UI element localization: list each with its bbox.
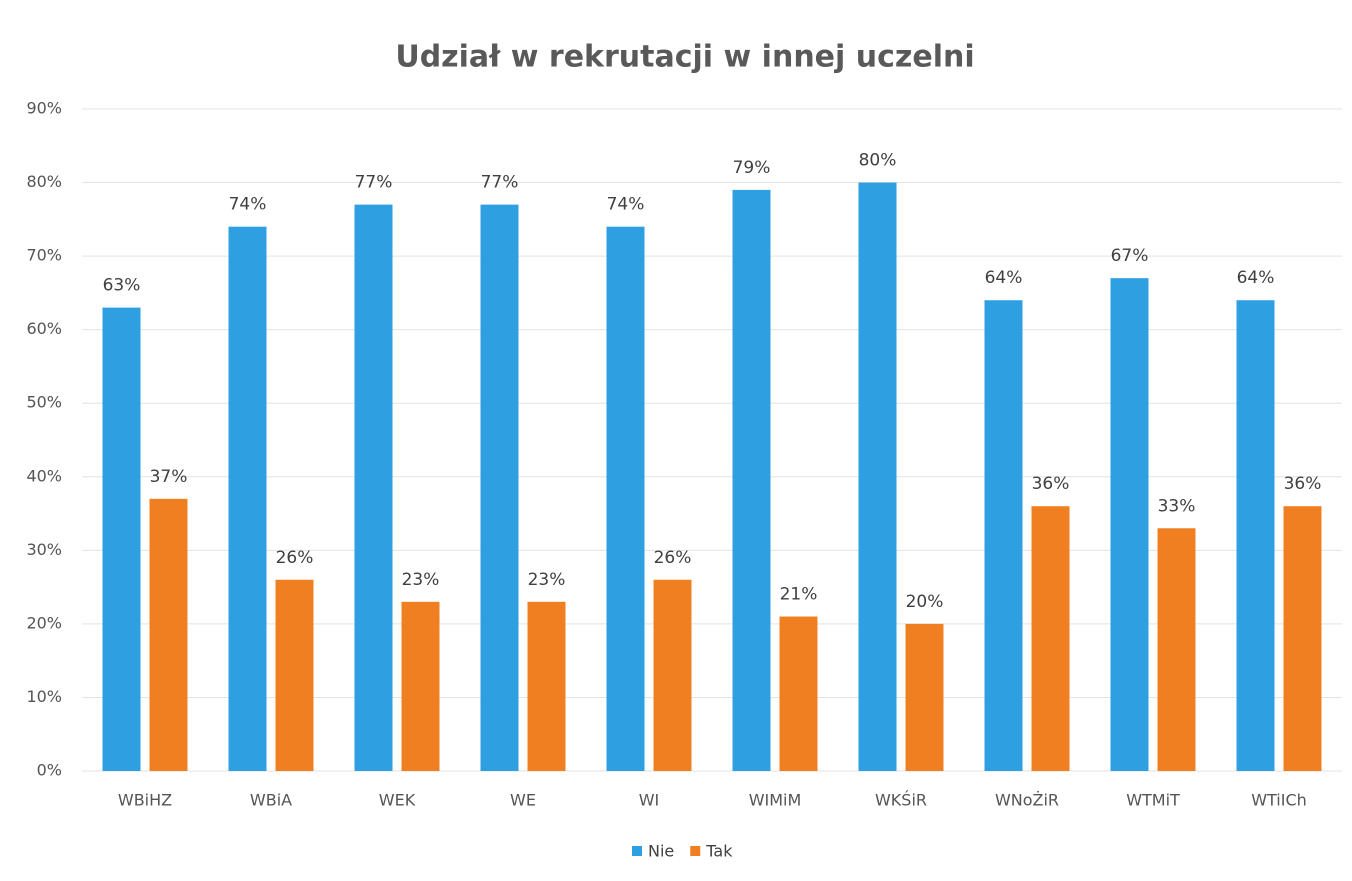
bar (1236, 300, 1275, 771)
data-label: 74% (229, 195, 267, 215)
data-label: 77% (355, 173, 393, 193)
data-label: 64% (985, 268, 1023, 288)
bar (1157, 528, 1196, 771)
y-tick-label: 70% (26, 246, 62, 265)
y-tick-label: 30% (26, 540, 62, 559)
bar (354, 204, 393, 772)
legend-swatch (632, 846, 642, 856)
data-label: 20% (906, 592, 944, 612)
data-label: 26% (654, 548, 692, 568)
y-tick-label: 60% (26, 319, 62, 338)
data-label: 37% (150, 467, 188, 487)
bar (527, 601, 566, 771)
data-label: 26% (276, 548, 314, 568)
data-label: 36% (1284, 474, 1322, 494)
data-label: 80% (859, 151, 897, 171)
data-label: 67% (1111, 246, 1149, 266)
bar (480, 204, 519, 772)
bar (858, 182, 897, 772)
legend-label: Tak (705, 842, 733, 861)
y-tick-label: 0% (37, 761, 62, 780)
x-tick-label: WKŚiR (875, 791, 927, 810)
data-label: 36% (1032, 474, 1070, 494)
y-tick-label: 50% (26, 393, 62, 412)
x-tick-label: WE (510, 791, 536, 810)
x-tick-label: WIMiM (749, 791, 802, 810)
data-label: 64% (1237, 268, 1275, 288)
bar (984, 300, 1023, 771)
data-label: 21% (780, 585, 818, 605)
x-tick-label: WNoŻiR (995, 791, 1059, 810)
x-tick-label: WBiHZ (118, 791, 172, 810)
data-label: 79% (733, 158, 771, 178)
data-label: 33% (1158, 496, 1196, 516)
x-tick-label: WEK (379, 791, 416, 810)
bar (149, 498, 188, 771)
legend-label: Nie (648, 842, 674, 861)
legend-swatch (690, 846, 701, 856)
bar (1031, 506, 1070, 771)
data-label: 23% (528, 570, 566, 590)
bar (1110, 278, 1149, 771)
bar (275, 579, 314, 771)
bar (779, 616, 818, 771)
bar (401, 601, 440, 771)
bar (102, 307, 141, 771)
y-tick-label: 20% (26, 613, 62, 632)
y-tick-label: 90% (26, 99, 62, 118)
bar (228, 226, 267, 771)
chart-title: Udział w rekrutacji w innej uczelni (395, 40, 974, 75)
x-tick-label: WBiA (250, 791, 292, 810)
y-tick-label: 80% (26, 172, 62, 191)
y-tick-label: 40% (26, 466, 62, 485)
x-tick-label: WTiICh (1251, 791, 1307, 810)
x-tick-label: WI (639, 791, 660, 810)
bar (732, 189, 771, 771)
data-label: 74% (607, 195, 645, 215)
bar (653, 579, 692, 771)
data-label: 77% (481, 173, 519, 193)
bar (1283, 506, 1322, 771)
data-label: 23% (402, 570, 440, 590)
y-tick-label: 10% (26, 687, 62, 706)
bar (905, 623, 944, 771)
bar (606, 226, 645, 771)
x-tick-label: WTMiT (1126, 791, 1180, 810)
data-label: 63% (103, 276, 141, 296)
